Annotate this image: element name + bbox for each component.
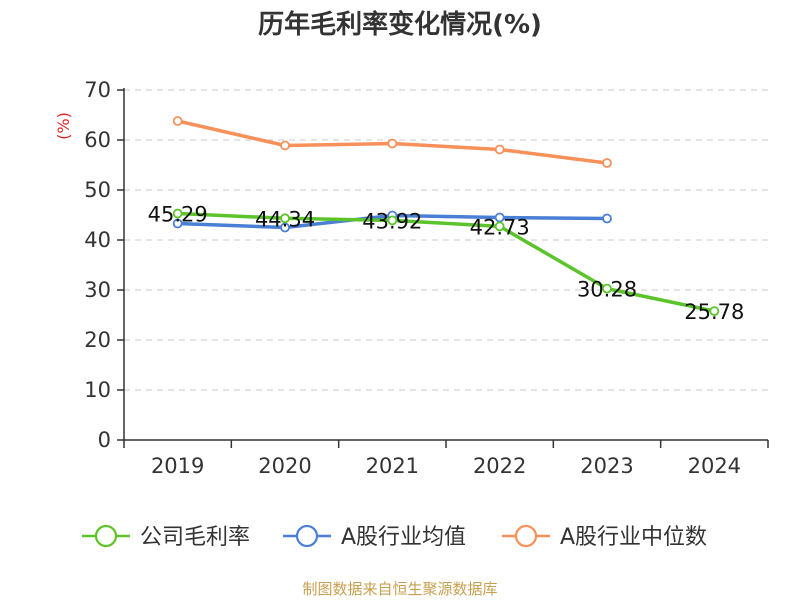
y-tick-label: 50 — [84, 178, 111, 202]
y-tick-label: 0 — [98, 428, 111, 452]
legend-marker — [94, 524, 118, 548]
legend-marker — [514, 524, 538, 548]
legend-label: A股行业中位数 — [560, 525, 707, 550]
data-point[interactable] — [602, 283, 612, 294]
legend-item-1[interactable]: A股行业均值 — [283, 524, 466, 550]
x-tick-label: 2021 — [366, 454, 419, 478]
legend-item-0[interactable]: 公司毛利率 — [82, 524, 250, 550]
x-tick-label: 2024 — [688, 454, 741, 478]
series-lines — [172, 116, 720, 317]
data-point[interactable] — [172, 218, 183, 229]
y-tick-label: 20 — [84, 328, 111, 352]
legend-marker — [295, 524, 319, 548]
data-point[interactable] — [494, 144, 505, 155]
data-point[interactable] — [602, 158, 612, 168]
data-point[interactable] — [280, 140, 290, 151]
data-point[interactable] — [602, 213, 612, 224]
data-point[interactable] — [172, 208, 183, 219]
series-line-0 — [175, 211, 717, 313]
y-tick-label: 70 — [84, 78, 111, 102]
data-label: 25.78 — [684, 300, 744, 324]
legend[interactable]: 公司毛利率 A股行业均值 A股行业中位数 — [82, 524, 707, 550]
legend-item-2[interactable]: A股行业中位数 — [502, 524, 707, 550]
data-label: 30.28 — [577, 278, 637, 302]
data-point[interactable] — [709, 306, 720, 317]
legend-label: 公司毛利率 — [140, 525, 250, 550]
x-tick-label: 2019 — [151, 454, 204, 478]
x-tick-label: 2023 — [580, 454, 633, 478]
x-tick-label: 2020 — [258, 454, 311, 478]
data-label: 42.73 — [470, 215, 530, 239]
data-point[interactable] — [494, 221, 505, 232]
axes: 0 10 20 30 40 50 60 70 2019 2020 2021 2022 2023 2024 (… — [54, 78, 769, 478]
data-point[interactable] — [387, 138, 398, 149]
y-tick-label: 60 — [84, 128, 111, 152]
grid-lines — [124, 89, 768, 391]
data-label: 44.34 — [255, 207, 315, 231]
data-point[interactable] — [172, 116, 183, 126]
legend-label: A股行业均值 — [341, 525, 466, 550]
data-point[interactable] — [280, 222, 290, 233]
y-tick-label: 30 — [84, 278, 111, 302]
data-label: 43.92 — [362, 209, 422, 233]
y-tick-label: 40 — [84, 228, 111, 252]
y-tick-label: 10 — [84, 378, 111, 402]
data-label: 45.29 — [148, 203, 208, 227]
footer-source: 制图数据来自恒生聚源数据库 — [302, 580, 498, 598]
data-point[interactable] — [387, 215, 398, 226]
chart-title: 历年毛利率变化情况(%) — [258, 10, 542, 40]
data-labels: 45.29 44.34 43.92 42.73 30.28 25.78 — [148, 203, 745, 325]
data-point[interactable] — [280, 213, 290, 224]
y-axis-label: (%) — [54, 112, 73, 140]
x-tick-label: 2022 — [473, 454, 526, 478]
